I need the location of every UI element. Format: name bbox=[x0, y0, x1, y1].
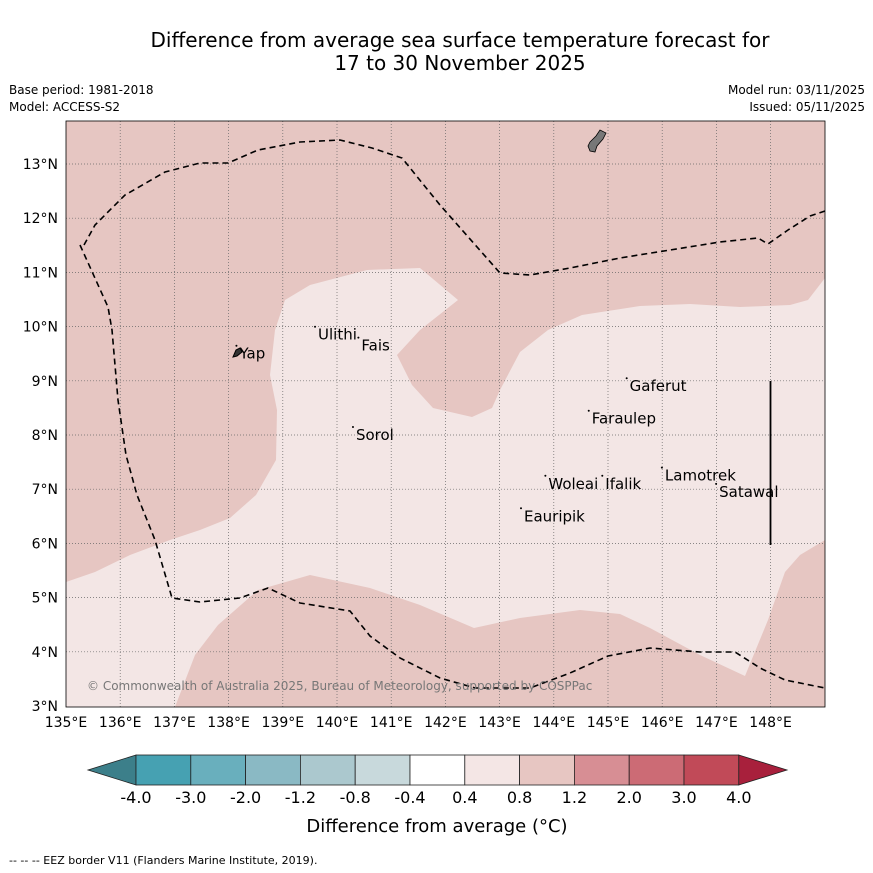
place-label-gaferut: Gaferut bbox=[630, 377, 687, 395]
lat-tick-label: 4°N bbox=[32, 645, 58, 661]
lon-tick-label: 141°E bbox=[370, 715, 413, 731]
colorbar-segment bbox=[299, 754, 356, 786]
colorbar-tick-label: -3.0 bbox=[175, 788, 206, 807]
island-dot bbox=[235, 344, 238, 347]
colorbar-label: Difference from average (°C) bbox=[306, 816, 567, 837]
island-dot bbox=[519, 507, 522, 510]
lat-tick-label: 13°N bbox=[23, 157, 58, 173]
colorbar-tick-label: -2.0 bbox=[230, 788, 261, 807]
place-label-eauripik: Eauripik bbox=[524, 507, 585, 525]
lon-tick-label: 143°E bbox=[478, 715, 521, 731]
guam-island bbox=[587, 129, 607, 153]
lon-tick-label: 145°E bbox=[587, 715, 630, 731]
lon-tick-label: 146°E bbox=[641, 715, 684, 731]
colorbar-tick-label: -0.4 bbox=[394, 788, 425, 807]
lat-tick-label: 3°N bbox=[32, 699, 58, 715]
issued-date: Issued: 05/11/2025 bbox=[749, 100, 865, 114]
eez-footnote: -- -- -- EEZ border V11 (Flanders Marine… bbox=[9, 854, 318, 867]
lat-tick-label: 7°N bbox=[32, 482, 58, 498]
island-dot bbox=[587, 409, 590, 412]
place-label-sorol: Sorol bbox=[356, 426, 394, 444]
colorbar-tick-label: 0.8 bbox=[507, 788, 532, 807]
graticule bbox=[66, 121, 825, 707]
lon-tick-label: 138°E bbox=[207, 715, 250, 731]
colorbar-segment bbox=[574, 754, 630, 786]
model-name: Model: ACCESS-S2 bbox=[9, 100, 121, 114]
colorbar-tick-label: -4.0 bbox=[120, 788, 151, 807]
colorbar-segment bbox=[354, 754, 411, 786]
colorbar-segment bbox=[135, 754, 192, 786]
colorbar-segment bbox=[464, 754, 520, 786]
lon-tick-label: 140°E bbox=[316, 715, 359, 731]
lon-tick-label: 148°E bbox=[749, 715, 792, 731]
island-dot bbox=[660, 466, 663, 469]
lon-tick-label: 142°E bbox=[424, 715, 467, 731]
colorbar-segment bbox=[245, 754, 301, 786]
colorbar: -4.0 -3.0 -2.0 -1.2 -0.8 -0.4 0.4 0.8 1.2 2.0 3.0 4… bbox=[86, 754, 789, 807]
island-dot bbox=[314, 325, 317, 328]
colorbar-over-arrow bbox=[738, 754, 789, 786]
copyright-text: © Commonwealth of Australia 2025, Bureau… bbox=[87, 679, 592, 693]
island-dot bbox=[351, 426, 354, 428]
yap-island bbox=[232, 347, 243, 358]
island-dots bbox=[235, 325, 718, 510]
model-run: Model run: 03/11/2025 bbox=[727, 83, 865, 97]
lon-tick-label: 139°E bbox=[262, 715, 305, 731]
map-title-line1: Difference from average sea surface temp… bbox=[150, 28, 770, 52]
colorbar-tick-label: -0.8 bbox=[340, 788, 371, 807]
colorbar-segment bbox=[190, 754, 247, 786]
colorbar-tick-label: 4.0 bbox=[726, 788, 751, 807]
lon-tick-label: 136°E bbox=[99, 715, 142, 731]
lat-tick-label: 12°N bbox=[23, 211, 58, 227]
colorbar-tick-label: 2.0 bbox=[616, 788, 641, 807]
lon-tick-label: 147°E bbox=[695, 715, 738, 731]
lat-tick-label: 6°N bbox=[32, 536, 58, 552]
longitude-ticks: 135°E 136°E 137°E 138°E 139°E 140°E 141°E 142°E… bbox=[45, 715, 792, 731]
island-dot bbox=[357, 336, 360, 339]
colorbar-tick-label: 1.2 bbox=[562, 788, 587, 807]
colorbar-segment bbox=[683, 754, 740, 786]
lat-tick-label: 11°N bbox=[23, 265, 58, 281]
eez-border-south bbox=[79, 244, 825, 689]
eez-border-north bbox=[83, 139, 825, 276]
colorbar-tick-label: 3.0 bbox=[671, 788, 696, 807]
place-label-woleai: Woleai bbox=[548, 475, 598, 493]
lon-tick-label: 137°E bbox=[153, 715, 196, 731]
island-dot bbox=[625, 377, 628, 380]
colorbar-segment bbox=[628, 754, 685, 786]
lat-tick-label: 5°N bbox=[32, 591, 58, 607]
lon-tick-label: 135°E bbox=[45, 715, 88, 731]
base-period: Base period: 1981-2018 bbox=[9, 83, 154, 97]
map-title-line2: 17 to 30 November 2025 bbox=[334, 51, 586, 75]
colorbar-under-arrow bbox=[86, 754, 137, 786]
place-label-lamotrek: Lamotrek bbox=[665, 467, 736, 485]
colorbar-segment bbox=[519, 754, 575, 786]
lat-tick-label: 10°N bbox=[23, 320, 58, 336]
place-label-fais: Fais bbox=[361, 337, 390, 355]
colorbar-segment bbox=[409, 754, 466, 786]
island-dot bbox=[601, 474, 604, 477]
place-label-yap: Yap bbox=[238, 345, 265, 363]
island-dot bbox=[544, 474, 547, 477]
latitude-ticks: 3°N 4°N 5°N 6°N 7°N 8°N 9°N 10°N 11°N 12°N 13°N bbox=[23, 157, 58, 715]
lat-tick-label: 8°N bbox=[32, 428, 58, 444]
place-label-satawal: Satawal bbox=[719, 483, 778, 501]
place-label-ulithi: Ulithi bbox=[318, 326, 357, 344]
map-frame bbox=[65, 120, 826, 708]
island-dot bbox=[715, 482, 718, 485]
colorbar-tick-label: -1.2 bbox=[285, 788, 316, 807]
place-label-faraulep: Faraulep bbox=[592, 410, 656, 428]
colorbar-tick-label: 0.4 bbox=[452, 788, 477, 807]
lat-tick-label: 9°N bbox=[32, 374, 58, 390]
place-label-ifalik: Ifalik bbox=[605, 475, 641, 493]
lon-tick-label: 144°E bbox=[533, 715, 576, 731]
